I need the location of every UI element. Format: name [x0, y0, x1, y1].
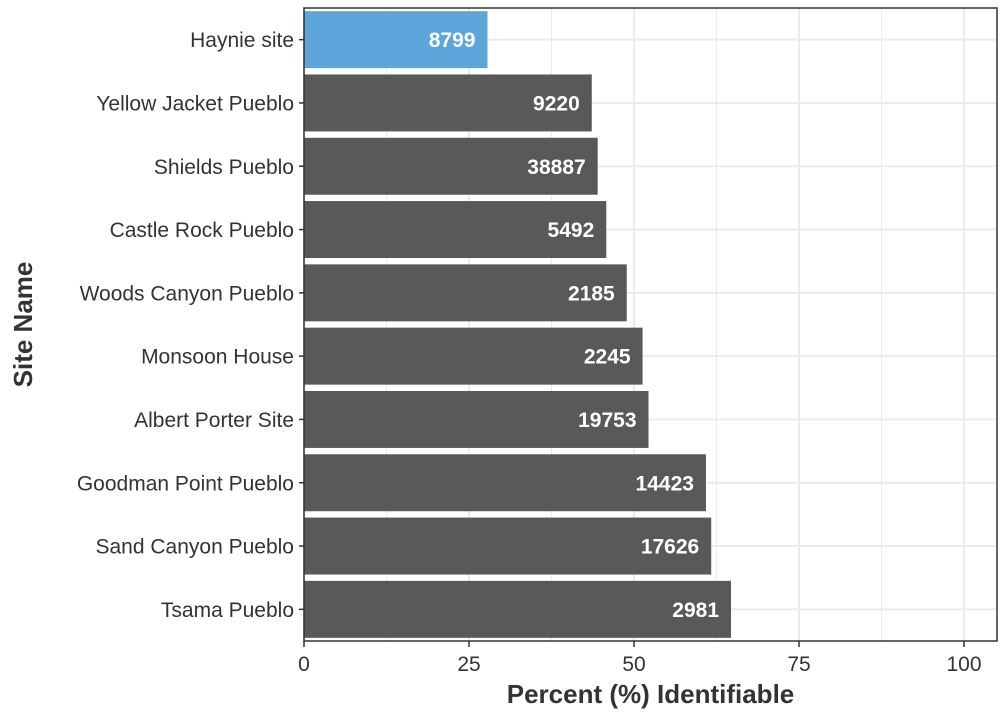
- x-tick-label: 50: [622, 653, 645, 676]
- panel-border: [303, 7, 998, 642]
- x-tick-label: 75: [787, 653, 810, 676]
- bar-value-label: 9220: [533, 92, 580, 115]
- y-tick-label: Castle Rock Pueblo: [110, 219, 294, 242]
- bar-value-labels: 8799 9220 38887 5492 2185 2245 19753 14423 17626…: [429, 29, 720, 622]
- bar: [304, 11, 488, 69]
- bar-value-label: 38887: [527, 156, 585, 179]
- bar-value-label: 14423: [636, 472, 694, 495]
- y-tick-label: Shields Pueblo: [154, 156, 294, 179]
- bar: [304, 137, 598, 195]
- x-tick-label: 0: [298, 653, 310, 676]
- bar: [304, 390, 649, 448]
- x-tick-label: 100: [946, 653, 981, 676]
- y-tick-label: Woods Canyon Pueblo: [80, 282, 294, 305]
- bar-value-label: 17626: [641, 536, 699, 559]
- y-tick-label: Haynie site: [190, 29, 294, 52]
- x-axis-title: Percent (%) Identifiable: [507, 679, 795, 709]
- y-tick-label: Albert Porter Site: [134, 409, 294, 432]
- bar: [304, 264, 627, 322]
- y-tick-label: Goodman Point Pueblo: [77, 472, 294, 495]
- bar: [304, 201, 607, 259]
- y-tick-label: Yellow Jacket Pueblo: [96, 92, 294, 115]
- bar: [304, 74, 592, 132]
- bar-value-label: 8799: [429, 29, 476, 52]
- y-axis-tick-labels: Haynie site Yellow Jacket Pueblo Shields P…: [77, 29, 304, 622]
- bar: [304, 454, 706, 512]
- bars: [304, 11, 732, 638]
- bar: [304, 517, 712, 575]
- bar-value-label: 2981: [672, 599, 719, 622]
- bar: [304, 327, 643, 385]
- x-tick-label: 25: [457, 653, 480, 676]
- bar-value-label: 5492: [548, 219, 595, 242]
- bar: [304, 580, 732, 638]
- y-tick-label: Sand Canyon Pueblo: [96, 536, 295, 559]
- bar-value-label: 2185: [568, 282, 615, 305]
- y-tick-label: Monsoon House: [141, 346, 294, 369]
- x-axis-tick-labels: 0 25 50 75 100: [298, 641, 982, 676]
- bar-value-label: 2245: [584, 346, 631, 369]
- bar-value-label: 19753: [578, 409, 636, 432]
- y-tick-label: Tsama Pueblo: [161, 599, 294, 622]
- y-axis-title: Site Name: [8, 262, 38, 388]
